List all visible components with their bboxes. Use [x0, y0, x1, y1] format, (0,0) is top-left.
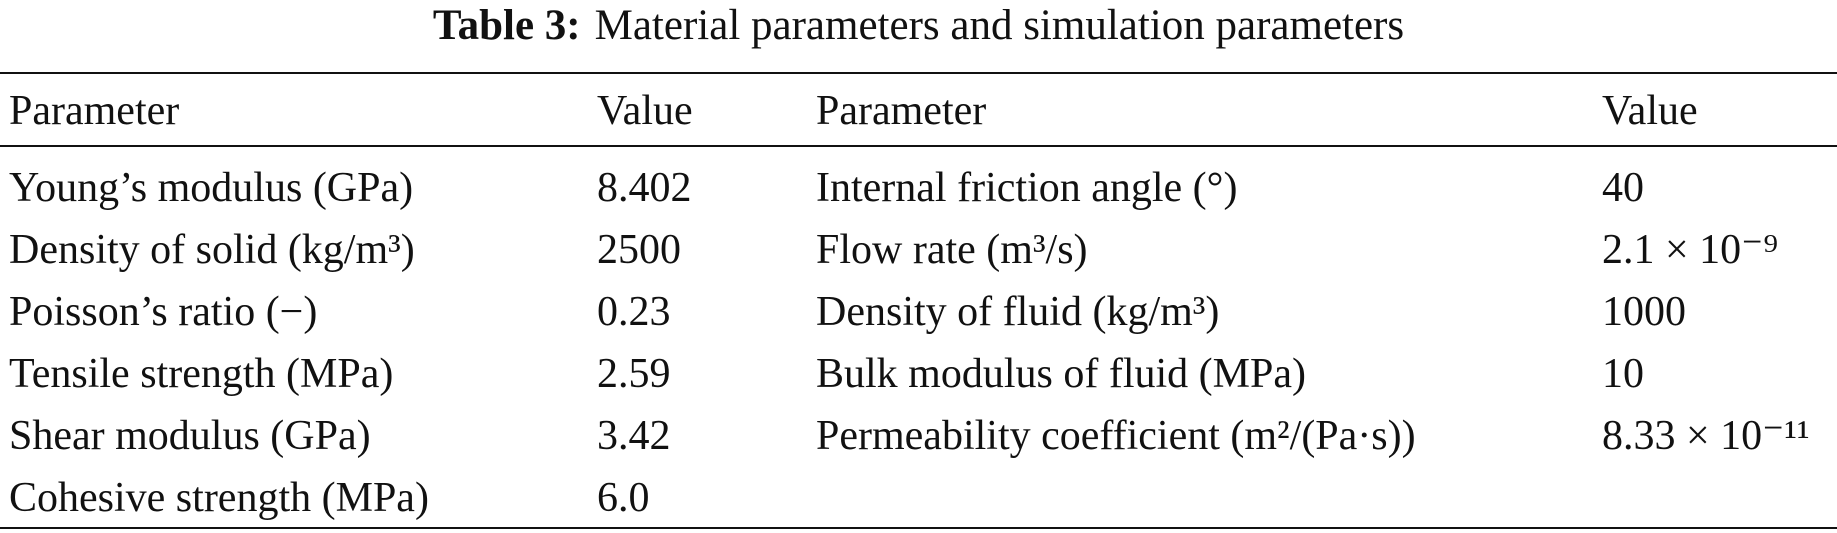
parameter-cell: Flow rate (m³/s) — [816, 227, 1088, 273]
header-cell: Value — [597, 88, 693, 134]
value-cell: 2.59 — [597, 351, 671, 397]
value-cell: 40 — [1602, 165, 1644, 211]
parameter-cell: Internal friction angle (°) — [816, 165, 1238, 211]
parameter-cell: Shear modulus (GPa) — [9, 413, 371, 459]
parameter-cell: Cohesive strength (MPa) — [9, 475, 429, 521]
header-cell: Value — [1602, 88, 1698, 134]
parameter-cell: Young’s modulus (GPa) — [9, 165, 414, 211]
value-cell: 8.402 — [597, 165, 692, 211]
value-cell: 6.0 — [597, 475, 650, 521]
value-cell: 3.42 — [597, 413, 671, 459]
header-cell: Parameter — [9, 88, 180, 134]
top-rule — [0, 72, 1837, 74]
parameter-cell: Poisson’s ratio (−) — [9, 289, 318, 335]
parameter-cell: Density of fluid (kg/m³) — [816, 289, 1220, 335]
caption: Table 3: Material parameters and simulati… — [0, 2, 1837, 50]
caption-text: Material parameters and simulation param… — [594, 2, 1405, 49]
parameter-cell: Permeability coefficient (m²/(Pa·s)) — [816, 413, 1416, 459]
parameter-cell: Tensile strength (MPa) — [9, 351, 394, 397]
value-cell: 8.33 × 10⁻¹¹ — [1602, 413, 1810, 459]
header-rule — [0, 145, 1837, 147]
bottom-rule — [0, 527, 1837, 529]
parameter-cell: Density of solid (kg/m³) — [9, 227, 415, 273]
caption-label: Table 3: — [432, 2, 581, 49]
value-cell: 10 — [1602, 351, 1644, 397]
value-cell: 1000 — [1602, 289, 1686, 335]
value-cell: 2.1 × 10⁻⁹ — [1602, 227, 1778, 273]
value-cell: 2500 — [597, 227, 681, 273]
header-cell: Parameter — [816, 88, 987, 134]
parameter-cell: Bulk modulus of fluid (MPa) — [816, 351, 1306, 397]
value-cell: 0.23 — [597, 289, 671, 335]
